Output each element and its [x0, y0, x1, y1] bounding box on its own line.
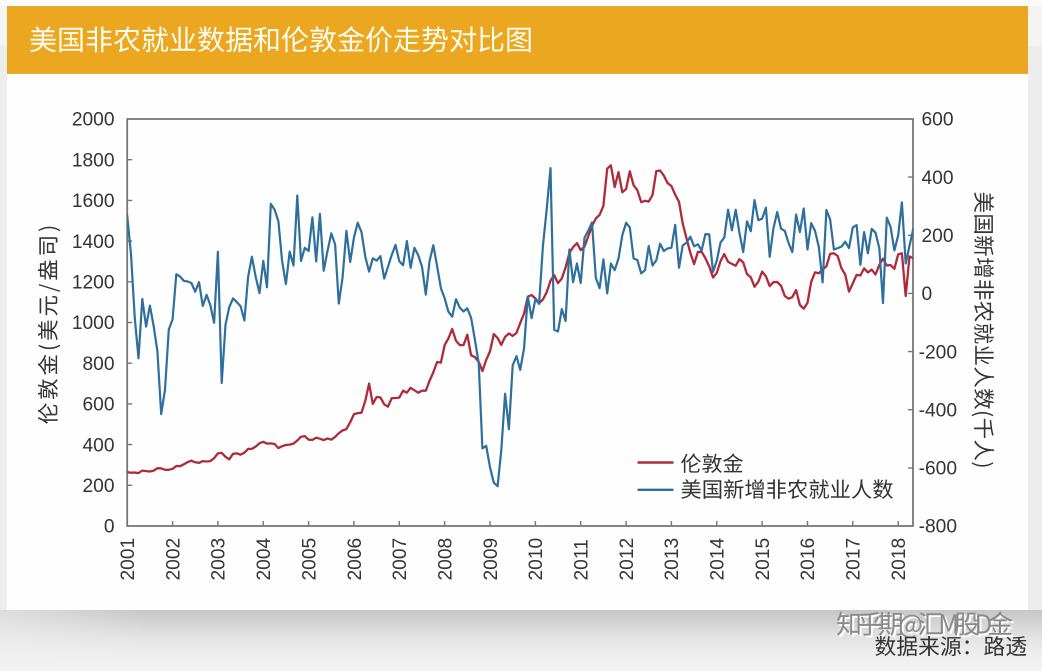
svg-text:2006: 2006: [345, 538, 366, 581]
svg-text:2000: 2000: [72, 110, 115, 131]
svg-text:2017: 2017: [844, 538, 865, 581]
svg-text:0: 0: [104, 517, 115, 538]
svg-text:2005: 2005: [299, 538, 320, 581]
svg-text:2018: 2018: [889, 538, 910, 581]
svg-text:2011: 2011: [572, 539, 593, 580]
svg-text:-600: -600: [919, 459, 957, 480]
svg-text:200: 200: [82, 476, 114, 497]
svg-text:400: 400: [82, 435, 114, 456]
svg-text:1200: 1200: [72, 273, 115, 294]
svg-text:0: 0: [922, 284, 933, 305]
svg-text:2009: 2009: [481, 538, 502, 581]
svg-text:-200: -200: [919, 342, 957, 363]
svg-text:2002: 2002: [163, 538, 184, 581]
svg-text:2001: 2001: [118, 538, 139, 581]
svg-text:2013: 2013: [662, 538, 683, 581]
svg-text:2008: 2008: [435, 538, 456, 581]
svg-text:2014: 2014: [708, 537, 729, 580]
svg-text:600: 600: [82, 395, 114, 416]
svg-text:2007: 2007: [390, 538, 411, 581]
svg-text:600: 600: [922, 110, 954, 131]
svg-text:1400: 1400: [72, 232, 115, 253]
svg-text:1600: 1600: [72, 191, 115, 212]
svg-text:800: 800: [82, 354, 114, 375]
svg-text:2003: 2003: [209, 538, 230, 581]
svg-text:2012: 2012: [617, 538, 638, 581]
svg-text:-800: -800: [919, 517, 957, 538]
svg-text:1000: 1000: [72, 313, 115, 334]
svg-text:2010: 2010: [526, 538, 547, 581]
svg-text:2016: 2016: [798, 538, 819, 581]
svg-text:2015: 2015: [753, 538, 774, 581]
svg-text:-400: -400: [919, 400, 957, 421]
svg-text:200: 200: [922, 226, 954, 247]
svg-text:2004: 2004: [254, 537, 275, 580]
svg-text:400: 400: [922, 168, 954, 189]
svg-text:1800: 1800: [72, 150, 115, 171]
